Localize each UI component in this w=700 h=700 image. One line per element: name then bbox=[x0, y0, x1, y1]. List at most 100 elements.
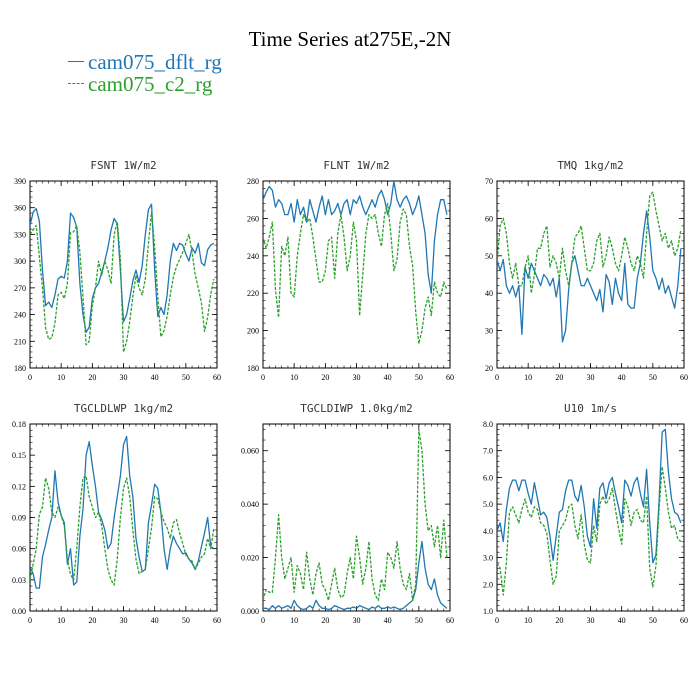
y-tick-label: 40 bbox=[485, 289, 493, 298]
panel-u10: U10 1m/s 0 10 20 30 40 50 60 1.0 2.0 3.0 4.0 5.0 6.0 7… bbox=[483, 402, 688, 625]
x-tick-label: 40 bbox=[618, 373, 626, 382]
y-tick-label: 210 bbox=[14, 337, 26, 346]
x-tick-label: 50 bbox=[415, 616, 423, 625]
y-tick-label: 4.0 bbox=[483, 527, 493, 536]
x-tick-label: 40 bbox=[151, 373, 159, 382]
panel-tgcldiwp: TGCLDIWP 1.0kg/m2 0 10 20 30 40 50 60 0.000 0.020… bbox=[241, 402, 454, 625]
legend-label: cam075_c2_rg bbox=[88, 72, 213, 96]
x-tick-label: 20 bbox=[321, 616, 329, 625]
y-tick-label: 240 bbox=[247, 252, 259, 261]
y-tick-label: 330 bbox=[14, 230, 26, 239]
y-tick-label: 240 bbox=[14, 311, 26, 320]
y-tick-label: 280 bbox=[247, 177, 259, 186]
x-tick-label: 0 bbox=[495, 373, 499, 382]
y-tick-label: 0.060 bbox=[241, 447, 259, 456]
y-tick-label: 50 bbox=[485, 252, 493, 261]
x-tick-label: 20 bbox=[555, 616, 563, 625]
y-tick-label: 0.18 bbox=[12, 420, 26, 429]
y-tick-label: 180 bbox=[247, 364, 259, 373]
y-tick-label: 260 bbox=[247, 214, 259, 223]
x-tick-label: 0 bbox=[28, 616, 32, 625]
x-tick-label: 30 bbox=[120, 616, 128, 625]
y-tick-label: 0.06 bbox=[12, 545, 26, 554]
x-tick-label: 30 bbox=[353, 616, 361, 625]
series-line-dflt bbox=[497, 428, 682, 564]
x-tick-label: 40 bbox=[384, 373, 392, 382]
x-tick-label: 50 bbox=[415, 373, 423, 382]
x-tick-label: 60 bbox=[680, 373, 688, 382]
x-tick-label: 0 bbox=[261, 616, 265, 625]
y-tick-label: 300 bbox=[14, 257, 26, 266]
y-tick-label: 0.15 bbox=[12, 451, 26, 460]
x-tick-label: 30 bbox=[587, 616, 595, 625]
x-tick-label: 20 bbox=[88, 616, 96, 625]
x-tick-label: 40 bbox=[151, 616, 159, 625]
x-tick-label: 20 bbox=[321, 373, 329, 382]
legend-entry-dflt: cam075_dflt_rg bbox=[68, 50, 222, 75]
legend-line-swatch bbox=[68, 82, 84, 84]
x-tick-label: 20 bbox=[555, 373, 563, 382]
series-line-dflt bbox=[263, 181, 448, 294]
y-tick-label: 70 bbox=[485, 177, 493, 186]
panel-tmq: TMQ 1kg/m2 0 10 20 30 40 50 60 20 30 40 50 60 70 bbox=[485, 159, 688, 382]
x-tick-label: 0 bbox=[261, 373, 265, 382]
x-tick-label: 40 bbox=[384, 616, 392, 625]
panel-fsnt: FSNT 1W/m2 0 10 20 30 40 50 60 180 210 240 270 300 33… bbox=[14, 159, 221, 382]
y-tick-label: 0.040 bbox=[241, 500, 259, 509]
panel-title: FLNT 1W/m2 bbox=[323, 159, 389, 172]
y-tick-label: 360 bbox=[14, 204, 26, 213]
x-tick-label: 30 bbox=[587, 373, 595, 382]
panel-title: TGCLDIWP 1.0kg/m2 bbox=[300, 402, 413, 415]
x-tick-label: 20 bbox=[88, 373, 96, 382]
x-tick-label: 30 bbox=[120, 373, 128, 382]
x-tick-label: 50 bbox=[649, 373, 657, 382]
series-line-c2 bbox=[30, 475, 215, 586]
series-line-dflt bbox=[497, 210, 682, 343]
y-tick-label: 7.0 bbox=[483, 447, 493, 456]
y-tick-label: 6.0 bbox=[483, 473, 493, 482]
panel-flnt: FLNT 1W/m2 0 10 20 30 40 50 60 180 200 220 240 260 28… bbox=[247, 159, 454, 382]
x-tick-label: 50 bbox=[182, 373, 190, 382]
x-tick-label: 10 bbox=[290, 373, 298, 382]
legend-label: cam075_dflt_rg bbox=[88, 50, 222, 74]
x-tick-label: 50 bbox=[182, 616, 190, 625]
series-line-c2 bbox=[30, 211, 215, 353]
x-tick-label: 30 bbox=[353, 373, 361, 382]
series-line-dflt bbox=[30, 435, 215, 589]
y-tick-label: 30 bbox=[485, 327, 493, 336]
y-tick-label: 8.0 bbox=[483, 420, 493, 429]
legend-line-swatch bbox=[68, 60, 84, 62]
y-tick-label: 200 bbox=[247, 327, 259, 336]
y-tick-label: 3.0 bbox=[483, 554, 493, 563]
y-tick-label: 0.020 bbox=[241, 554, 259, 563]
y-tick-label: 270 bbox=[14, 284, 26, 293]
panel-title: TMQ 1kg/m2 bbox=[557, 159, 623, 172]
series-line-c2 bbox=[497, 466, 682, 596]
y-tick-label: 390 bbox=[14, 177, 26, 186]
y-tick-label: 0.09 bbox=[12, 514, 26, 523]
y-tick-label: 20 bbox=[485, 364, 493, 373]
plot-frame bbox=[496, 423, 685, 612]
panel-title: FSNT 1W/m2 bbox=[90, 159, 156, 172]
series-line-c2 bbox=[263, 428, 448, 601]
panel-title: TGCLDLWP 1kg/m2 bbox=[74, 402, 173, 415]
series-line-c2 bbox=[263, 202, 448, 345]
x-tick-label: 60 bbox=[446, 616, 454, 625]
plot-frame bbox=[262, 180, 451, 369]
panel-tgcldlwp: TGCLDLWP 1kg/m2 0 10 20 30 40 50 60 0.00 0.03 0.06… bbox=[12, 402, 221, 625]
y-tick-label: 180 bbox=[14, 364, 26, 373]
panel-title: U10 1m/s bbox=[564, 402, 617, 415]
x-tick-label: 10 bbox=[524, 616, 532, 625]
y-tick-label: 0.12 bbox=[12, 482, 26, 491]
y-tick-label: 0.000 bbox=[241, 607, 259, 616]
y-tick-label: 0.00 bbox=[12, 607, 26, 616]
x-tick-label: 60 bbox=[446, 373, 454, 382]
series-line-c2 bbox=[497, 191, 682, 294]
x-tick-label: 0 bbox=[28, 373, 32, 382]
x-tick-label: 0 bbox=[495, 616, 499, 625]
y-tick-label: 1.0 bbox=[483, 607, 493, 616]
x-tick-label: 60 bbox=[213, 616, 221, 625]
x-tick-label: 60 bbox=[680, 616, 688, 625]
y-tick-label: 220 bbox=[247, 289, 259, 298]
y-tick-label: 0.03 bbox=[12, 576, 26, 585]
